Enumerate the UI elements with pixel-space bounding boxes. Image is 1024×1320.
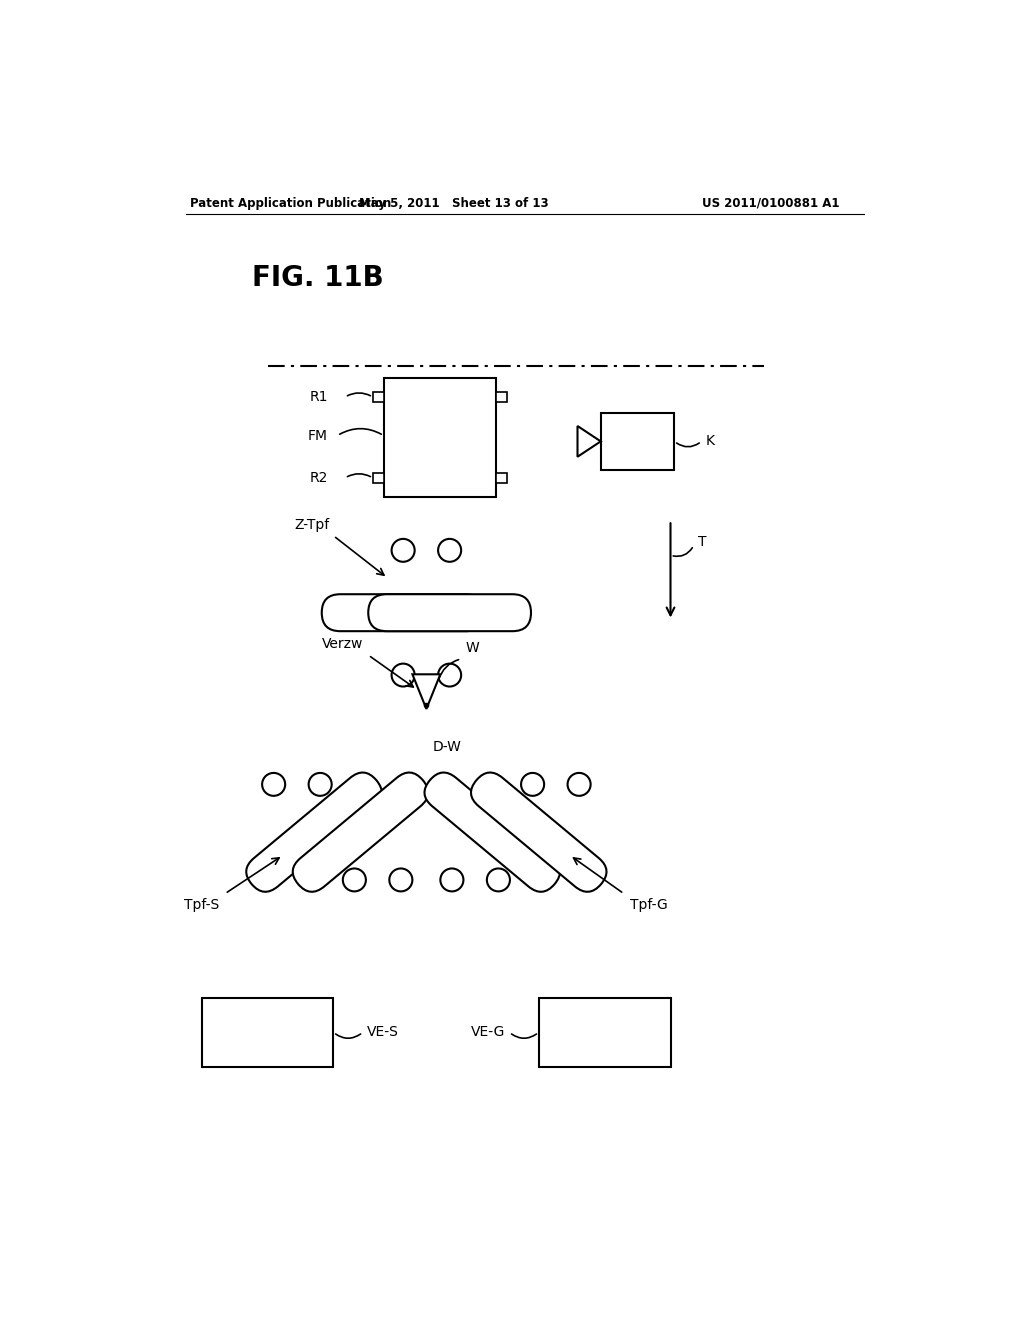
Text: US 2011/0100881 A1: US 2011/0100881 A1 [702,197,840,210]
Bar [539,998,671,1067]
Text: VE-S: VE-S [367,1026,398,1039]
FancyBboxPatch shape [293,772,428,892]
Text: W: W [465,642,479,655]
Text: FIG. 11B: FIG. 11B [252,264,384,292]
Polygon shape [413,675,440,709]
Text: VE-G: VE-G [471,1026,506,1039]
Text: Z-Tpf: Z-Tpf [294,517,330,532]
FancyBboxPatch shape [246,772,382,892]
Bar [373,474,384,483]
Bar [496,392,507,401]
Bar [601,412,675,470]
Text: D-W: D-W [432,741,462,755]
Text: T: T [697,536,707,549]
Text: K: K [706,434,715,449]
Bar [496,474,507,483]
FancyBboxPatch shape [322,594,484,631]
Polygon shape [578,426,601,457]
Text: Tpf-G: Tpf-G [630,898,668,912]
Text: Tpf-S: Tpf-S [184,898,219,912]
Text: Patent Application Publication: Patent Application Publication [190,197,391,210]
Bar [202,998,334,1067]
Text: FM: FM [308,429,328,442]
FancyBboxPatch shape [425,772,560,892]
Text: May 5, 2011   Sheet 13 of 13: May 5, 2011 Sheet 13 of 13 [358,197,548,210]
FancyBboxPatch shape [369,594,531,631]
FancyBboxPatch shape [471,772,606,892]
Text: R2: R2 [309,471,328,484]
Bar [373,392,384,401]
Text: R1: R1 [309,391,328,404]
Bar [384,378,496,498]
Text: Verzw: Verzw [322,638,362,651]
